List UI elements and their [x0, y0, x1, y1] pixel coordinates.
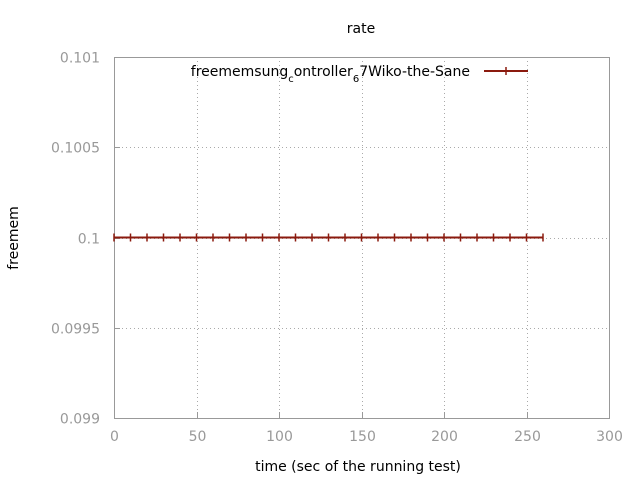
x-tick-label: 50 [189, 429, 207, 445]
legend-label-subscript: c [288, 74, 294, 85]
y-tick-label: 0.1 [78, 232, 100, 248]
chart-title: rate [347, 21, 375, 37]
x-tick-label: 200 [431, 429, 458, 445]
legend-label-subscript: 6 [353, 74, 359, 85]
legend-label-part: 7 [359, 64, 368, 80]
y-tick-label: 0.099 [60, 412, 100, 428]
legend-label-part: sung [254, 64, 288, 80]
y-tick-label: 0.1005 [51, 141, 100, 157]
y-tick-label: 0.101 [60, 51, 100, 67]
y-tick-label: 0.0995 [51, 322, 100, 338]
legend-label-part: ontroller [294, 64, 353, 80]
legend: freememsungcontroller67Wiko-the-Sane [191, 64, 528, 85]
series [113, 233, 544, 242]
x-tick-label: 250 [514, 429, 541, 445]
x-axis-label: time (sec of the running test) [255, 459, 461, 475]
legend-label-part: Wiko-the-Sane [368, 64, 470, 80]
legend-label: freememsungcontroller67Wiko-the-Sane [191, 64, 470, 85]
x-tick-label: 150 [349, 429, 376, 445]
x-tick-label: 300 [596, 429, 623, 445]
x-tick-label: 0 [110, 429, 119, 445]
y-axis-label: freemem [6, 206, 22, 270]
legend-label-part: freemem [191, 64, 255, 80]
x-tick-label: 100 [266, 429, 293, 445]
x-axis: 0 50 100 150 200 250 300 [110, 412, 623, 445]
y-axis: 0.099 0.0995 0.1 0.1005 0.101 [51, 51, 120, 428]
